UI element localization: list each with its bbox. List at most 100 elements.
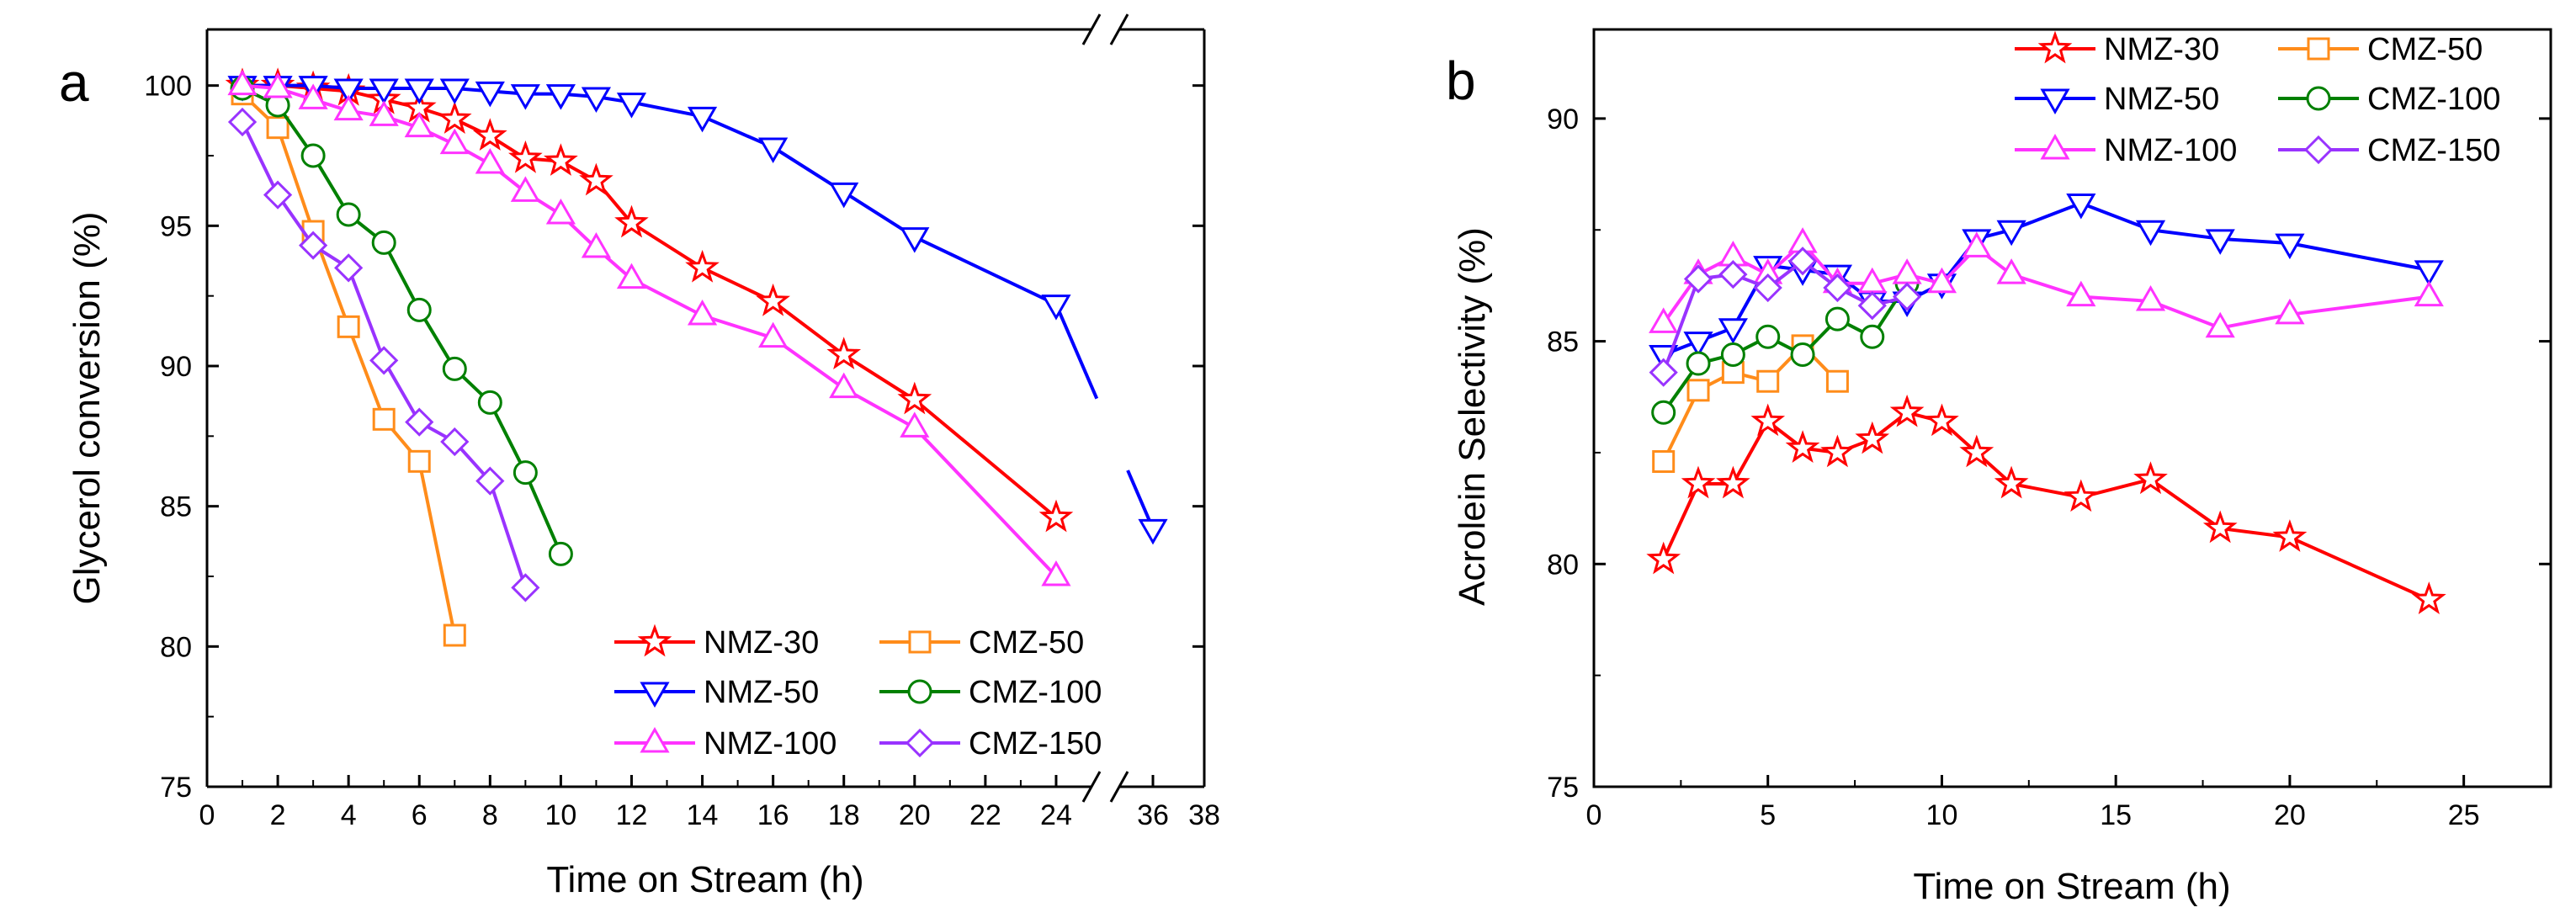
legend-item: CMZ-50 xyxy=(2278,32,2483,67)
data-point xyxy=(1649,358,1678,387)
data-point xyxy=(1683,264,1713,294)
legend-marker xyxy=(908,630,932,654)
series-line xyxy=(523,471,563,555)
legend-label: CMZ-100 xyxy=(2367,82,2500,117)
x-tick-label: 25 xyxy=(2448,799,2480,831)
series-line xyxy=(1661,278,1700,374)
series-line xyxy=(347,326,386,421)
data-point xyxy=(544,143,578,176)
x-tick-label: 2 xyxy=(270,799,286,831)
axis-break-mark xyxy=(1109,771,1129,803)
data-point xyxy=(511,573,540,602)
data-point xyxy=(581,231,612,258)
data-point xyxy=(1652,450,1676,474)
data-point xyxy=(510,84,540,110)
data-point xyxy=(513,460,538,486)
axis-break-mark xyxy=(1081,13,1102,45)
data-point xyxy=(1855,421,1890,454)
data-point xyxy=(829,182,859,209)
data-point xyxy=(579,162,613,196)
data-point xyxy=(758,321,789,348)
data-point xyxy=(1824,306,1850,332)
data-point xyxy=(2135,220,2166,247)
data-point xyxy=(2411,581,2446,614)
data-point xyxy=(473,118,507,151)
data-point xyxy=(372,407,396,431)
x-tick-label: 20 xyxy=(2274,799,2306,831)
data-point xyxy=(2275,298,2305,325)
data-point xyxy=(687,299,718,326)
data-point xyxy=(1994,465,2029,499)
data-point xyxy=(616,263,647,289)
series-line xyxy=(772,300,845,357)
y-tick-label: 95 xyxy=(160,210,192,242)
data-point xyxy=(1686,379,1710,402)
series-cmz-150 xyxy=(227,107,540,602)
data-point xyxy=(2205,311,2235,338)
axis-break-mark xyxy=(1081,771,1102,803)
x-tick-label: 18 xyxy=(828,799,860,831)
legend-item: NMZ-50 xyxy=(2015,82,2219,117)
data-point xyxy=(1925,403,1959,437)
legend-marker xyxy=(2307,37,2330,61)
data-point xyxy=(2066,193,2096,220)
y-tick-label: 85 xyxy=(1547,326,1579,358)
y-axis-title: Acrolein Selectivity (%) xyxy=(1452,227,1493,606)
x-tick-label: 14 xyxy=(687,799,719,831)
data-point xyxy=(1787,247,1818,276)
data-point xyxy=(475,81,505,108)
series-line xyxy=(1661,389,1700,463)
data-point xyxy=(1959,434,1994,468)
x-tick-label: 10 xyxy=(544,799,576,831)
series-line xyxy=(488,480,528,588)
series-line xyxy=(2150,228,2221,241)
data-point xyxy=(405,407,434,437)
data-point xyxy=(1926,267,1957,294)
data-point xyxy=(263,180,293,210)
data-point xyxy=(900,411,930,438)
data-point xyxy=(1892,258,1922,284)
data-point xyxy=(687,106,718,133)
data-point xyxy=(2272,519,2308,552)
data-point xyxy=(1892,282,1922,311)
legend-marker xyxy=(2040,133,2070,160)
data-point xyxy=(826,337,862,369)
data-point xyxy=(1651,400,1676,425)
axis-break-mark xyxy=(1109,13,1129,45)
data-point xyxy=(475,466,505,496)
legend-marker xyxy=(2037,30,2073,64)
legend-marker xyxy=(905,728,935,758)
y-tick-label: 100 xyxy=(144,71,192,103)
legend-marker xyxy=(2303,135,2334,165)
series-line xyxy=(631,100,703,119)
series-line xyxy=(382,359,421,423)
data-point xyxy=(443,623,466,647)
series-line xyxy=(842,353,916,401)
data-point xyxy=(369,346,399,375)
x-tick-label: 38 xyxy=(1188,799,1220,831)
data-point xyxy=(227,107,258,137)
series-cmz-150 xyxy=(1649,247,1922,387)
data-point xyxy=(900,227,930,253)
x-tick-label: 10 xyxy=(1926,799,1958,831)
y-tick-label: 75 xyxy=(160,772,192,804)
data-point xyxy=(1138,518,1168,545)
data-point xyxy=(1785,430,1820,463)
x-axis-title: Time on Stream (h) xyxy=(1913,866,2230,907)
data-point xyxy=(263,72,293,98)
x-tick-label: 12 xyxy=(616,799,648,831)
y-tick-label: 75 xyxy=(1547,772,1579,804)
series-nmz-100 xyxy=(227,69,1071,586)
panel-label: b xyxy=(1446,50,1476,111)
legend-label: CMZ-50 xyxy=(969,625,1084,661)
data-point xyxy=(508,140,543,173)
series-line xyxy=(347,267,386,362)
plot-frame xyxy=(1592,28,2552,788)
series-line xyxy=(2149,478,2222,530)
data-point xyxy=(2414,260,2444,286)
data-point xyxy=(1857,291,1887,321)
data-point xyxy=(333,78,364,105)
legend: NMZ-30 CMZ-50 NMZ-50 CMZ-100 NMZ-100 CMZ-150 xyxy=(2015,30,2500,168)
